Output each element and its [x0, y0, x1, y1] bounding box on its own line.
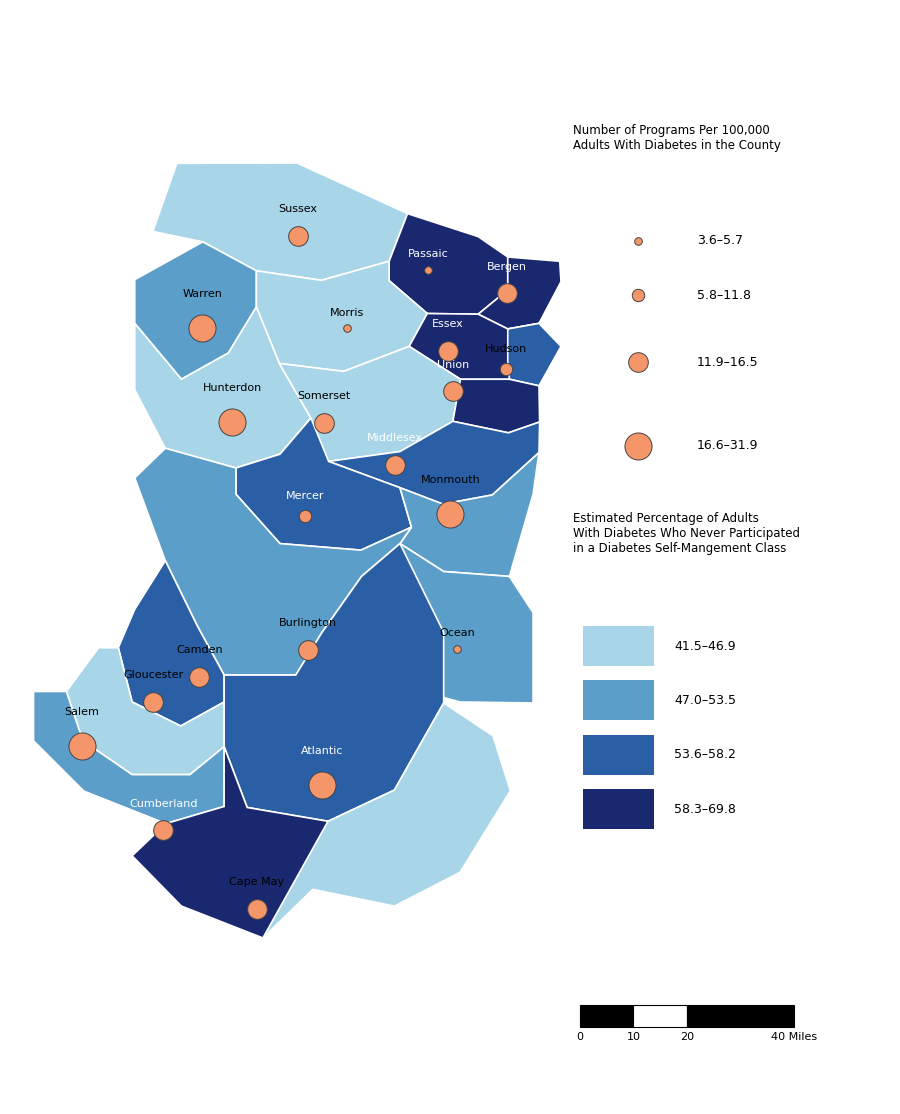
Polygon shape: [328, 421, 540, 505]
Polygon shape: [135, 448, 411, 675]
Text: Cumberland: Cumberland: [129, 799, 198, 809]
Text: 11.9–16.5: 11.9–16.5: [697, 355, 758, 369]
Point: [420, 261, 435, 278]
Polygon shape: [453, 379, 540, 433]
Polygon shape: [67, 647, 224, 774]
Polygon shape: [322, 544, 533, 703]
Polygon shape: [33, 692, 224, 823]
Polygon shape: [135, 242, 256, 379]
Text: Monmouth: Monmouth: [420, 475, 480, 485]
Text: 47.0–53.5: 47.0–53.5: [674, 694, 736, 707]
Point: [450, 639, 464, 657]
Point: [225, 413, 239, 431]
Point: [631, 286, 645, 304]
Point: [446, 382, 460, 400]
Polygon shape: [236, 418, 411, 550]
Bar: [583, 626, 654, 666]
Text: Gloucester: Gloucester: [123, 671, 184, 681]
Text: 41.5–46.9: 41.5–46.9: [674, 639, 735, 653]
Text: Ocean: Ocean: [439, 628, 474, 638]
Point: [75, 737, 89, 755]
Text: Middlesex: Middlesex: [367, 433, 423, 443]
Point: [147, 693, 161, 711]
Text: Cape May: Cape May: [230, 877, 284, 887]
Point: [195, 320, 210, 338]
Point: [388, 456, 402, 473]
Point: [301, 641, 315, 658]
Text: 58.3–69.8: 58.3–69.8: [674, 802, 736, 815]
Text: Essex: Essex: [432, 319, 464, 329]
Point: [339, 320, 354, 338]
Point: [250, 900, 265, 918]
Text: Hunterdon: Hunterdon: [202, 383, 262, 393]
Polygon shape: [508, 323, 561, 385]
Bar: [583, 735, 654, 775]
Point: [500, 284, 514, 302]
Polygon shape: [132, 746, 328, 938]
Text: Salem: Salem: [64, 707, 99, 717]
Point: [631, 232, 645, 250]
Polygon shape: [256, 262, 428, 371]
Text: Warren: Warren: [182, 290, 222, 300]
Bar: [634, 1005, 687, 1027]
Text: Morris: Morris: [329, 307, 364, 317]
Point: [315, 776, 329, 794]
Text: Bergen: Bergen: [487, 262, 526, 272]
Text: Atlantic: Atlantic: [301, 746, 343, 756]
Polygon shape: [236, 346, 461, 468]
Text: Somerset: Somerset: [297, 391, 350, 401]
Polygon shape: [400, 452, 539, 576]
Point: [631, 353, 645, 371]
Bar: [583, 681, 654, 721]
Point: [631, 437, 645, 455]
Text: 0: 0: [577, 1033, 583, 1043]
Bar: [580, 1005, 634, 1027]
Text: 16.6–31.9: 16.6–31.9: [697, 439, 758, 452]
Text: 53.6–58.2: 53.6–58.2: [674, 749, 736, 761]
Point: [291, 227, 305, 245]
Text: Burlington: Burlington: [279, 618, 337, 628]
Text: Number of Programs Per 100,000
Adults With Diabetes in the County: Number of Programs Per 100,000 Adults Wi…: [573, 124, 781, 152]
Polygon shape: [224, 544, 444, 821]
Text: Union: Union: [436, 360, 469, 370]
Polygon shape: [263, 703, 510, 938]
Text: Passaic: Passaic: [408, 250, 448, 260]
Text: 10: 10: [626, 1033, 641, 1043]
Text: Sussex: Sussex: [279, 204, 318, 214]
Point: [443, 505, 457, 522]
Text: Mercer: Mercer: [285, 490, 324, 500]
Polygon shape: [478, 257, 561, 329]
Polygon shape: [410, 313, 541, 379]
Text: Estimated Percentage of Adults
With Diabetes Who Never Participated
in a Diabete: Estimated Percentage of Adults With Diab…: [573, 512, 800, 556]
Polygon shape: [118, 560, 224, 726]
Text: 20: 20: [680, 1033, 694, 1043]
Polygon shape: [153, 163, 408, 281]
Point: [441, 342, 455, 360]
Point: [156, 822, 170, 840]
Point: [193, 667, 207, 685]
Text: Hudson: Hudson: [485, 344, 527, 354]
Point: [317, 414, 331, 432]
Text: 5.8–11.8: 5.8–11.8: [697, 289, 751, 302]
Polygon shape: [135, 307, 310, 468]
Text: 40 Miles: 40 Miles: [770, 1033, 817, 1043]
Text: Camden: Camden: [176, 645, 223, 655]
Text: 3.6–5.7: 3.6–5.7: [697, 234, 742, 247]
Bar: [687, 1005, 794, 1027]
Bar: [583, 789, 654, 829]
Point: [499, 361, 513, 379]
Point: [298, 507, 312, 525]
Polygon shape: [389, 214, 508, 314]
